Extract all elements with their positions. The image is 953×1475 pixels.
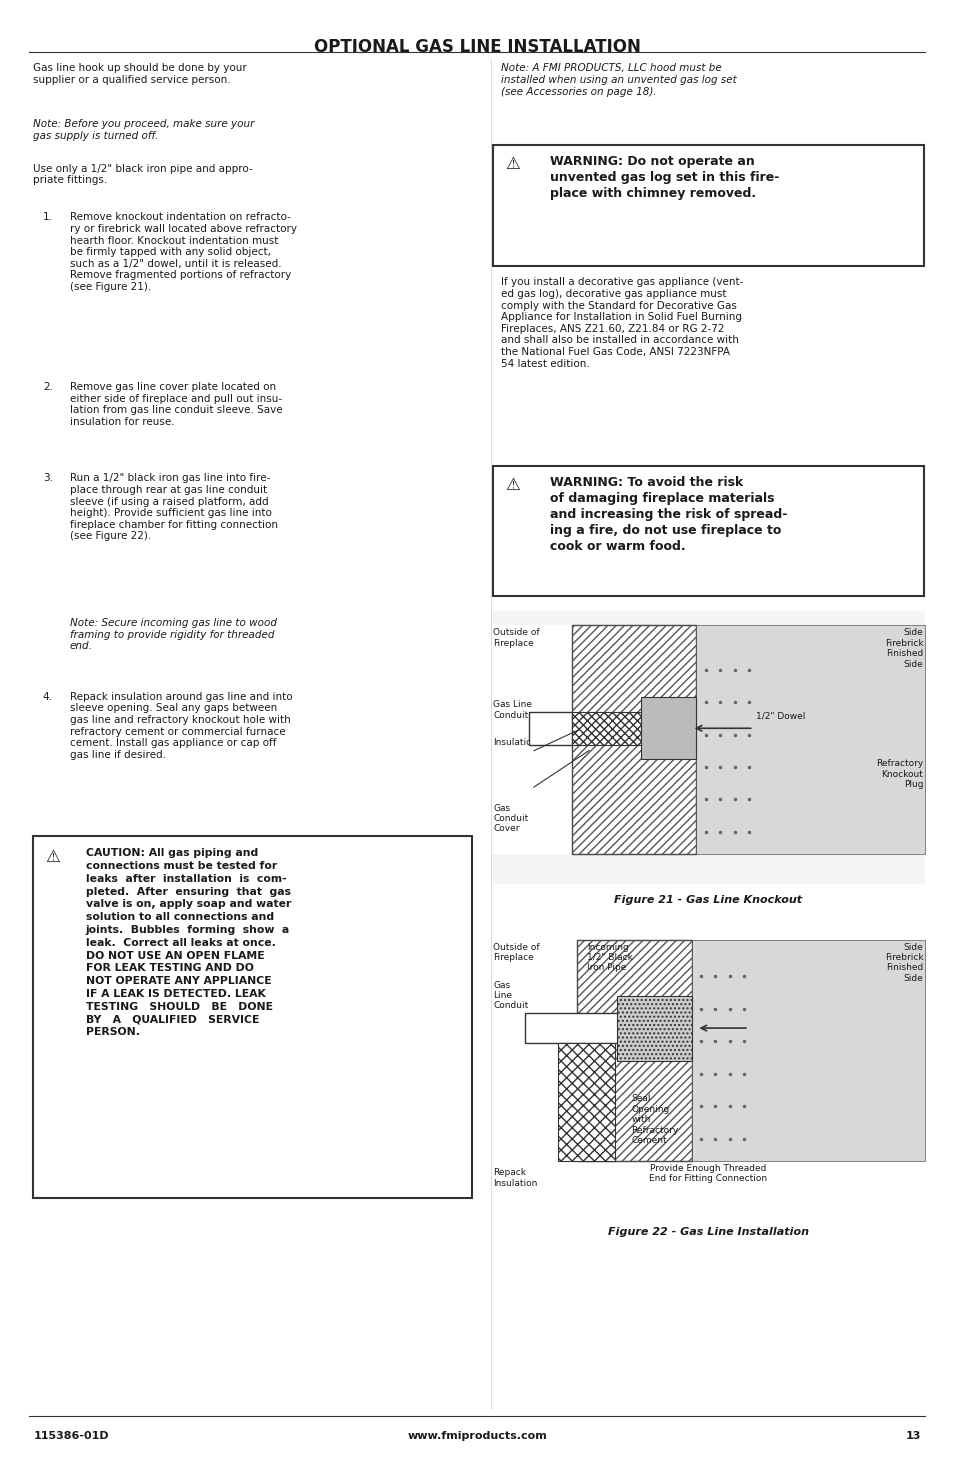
Text: Use only a 1/2" black iron pipe and appro-
priate fittings.: Use only a 1/2" black iron pipe and appr… (33, 164, 253, 186)
Text: 4.: 4. (43, 692, 52, 702)
Bar (572, 712, 639, 745)
Text: Outside of
Fireplace: Outside of Fireplace (493, 628, 539, 648)
Text: Run a 1/2" black iron gas line into fire-
place through rear at gas line conduit: Run a 1/2" black iron gas line into fire… (70, 473, 277, 541)
Text: ⚠: ⚠ (45, 848, 60, 866)
Bar (558, 1043, 615, 1161)
Bar (491, 625, 572, 854)
Text: www.fmiproducts.com: www.fmiproducts.com (407, 1431, 546, 1441)
Text: If you install a decorative gas appliance (vent-
ed gas log), decorative gas app: If you install a decorative gas applianc… (500, 277, 742, 369)
Text: Repack insulation around gas line and into
sleeve opening. Seal any gaps between: Repack insulation around gas line and in… (70, 692, 292, 760)
Bar (617, 996, 691, 1061)
Text: Gas
Line
Conduit: Gas Line Conduit (493, 981, 528, 1010)
Text: WARNING: Do not operate an
unvented gas log set in this fire-
place with chimney: WARNING: Do not operate an unvented gas … (550, 155, 779, 201)
Text: Remove gas line cover plate located on
either side of fireplace and pull out ins: Remove gas line cover plate located on e… (70, 382, 282, 426)
Text: Seal
Opening
with
Refractory
Cement: Seal Opening with Refractory Cement (631, 1094, 679, 1145)
Bar (577, 940, 691, 1161)
Bar (572, 625, 696, 854)
Text: Figure 22 - Gas Line Installation: Figure 22 - Gas Line Installation (607, 1227, 808, 1238)
Text: Incoming
1/2" Black
Iron Pipe: Incoming 1/2" Black Iron Pipe (586, 943, 632, 972)
Bar (577, 940, 691, 1161)
Text: 1/2" Dowel: 1/2" Dowel (755, 712, 804, 721)
Text: Remove knockout indentation on refracto-
ry or firebrick wall located above refr: Remove knockout indentation on refracto-… (70, 212, 296, 292)
Bar (691, 940, 924, 1161)
Text: OPTIONAL GAS LINE INSTALLATION: OPTIONAL GAS LINE INSTALLATION (314, 38, 639, 56)
Text: 1.: 1. (43, 212, 52, 223)
Text: WARNING: To avoid the risk
of damaging fireplace materials
and increasing the ri: WARNING: To avoid the risk of damaging f… (550, 476, 787, 553)
Text: 115386-01D: 115386-01D (33, 1431, 109, 1441)
Text: Provide Enough Threaded
End for Fitting Connection: Provide Enough Threaded End for Fitting … (649, 1164, 766, 1183)
Text: Side
Firebrick
Finished
Side: Side Firebrick Finished Side (884, 943, 923, 982)
Text: 2.: 2. (43, 382, 52, 392)
FancyBboxPatch shape (493, 466, 923, 596)
Bar (696, 625, 924, 854)
Bar (491, 611, 924, 884)
Bar (524, 1013, 634, 1043)
Bar (572, 625, 696, 854)
Text: Figure 21 - Gas Line Knockout: Figure 21 - Gas Line Knockout (614, 895, 801, 906)
Text: Outside of
Fireplace: Outside of Fireplace (493, 943, 539, 962)
Text: Repack
Insulation: Repack Insulation (493, 1168, 537, 1187)
Text: Note: Secure incoming gas line to wood
framing to provide rigidity for threaded
: Note: Secure incoming gas line to wood f… (70, 618, 276, 652)
Text: CAUTION: All gas piping and
connections must be tested for
leaks  after  install: CAUTION: All gas piping and connections … (86, 848, 291, 1037)
Text: Gas
Conduit
Cover: Gas Conduit Cover (493, 804, 528, 833)
FancyBboxPatch shape (493, 145, 923, 266)
Text: ⚠: ⚠ (505, 155, 520, 173)
Bar (639, 698, 696, 760)
Text: 3.: 3. (43, 473, 52, 484)
Text: Side
Firebrick
Finished
Side: Side Firebrick Finished Side (884, 628, 923, 668)
FancyBboxPatch shape (33, 836, 472, 1198)
Text: Insulation: Insulation (493, 739, 537, 748)
Text: Note: Before you proceed, make sure your
gas supply is turned off.: Note: Before you proceed, make sure your… (33, 119, 254, 142)
Text: Note: A FMI PRODUCTS, LLC hood must be
installed when using an unvented gas log : Note: A FMI PRODUCTS, LLC hood must be i… (500, 63, 736, 97)
Text: Gas line hook up should be done by your
supplier or a qualified service person.: Gas line hook up should be done by your … (33, 63, 247, 86)
Text: Refractory
Knockout
Plug: Refractory Knockout Plug (875, 760, 923, 789)
Text: 13: 13 (904, 1431, 920, 1441)
Bar (529, 712, 572, 745)
Bar (491, 940, 577, 1161)
Text: ⚠: ⚠ (505, 476, 520, 494)
Text: Gas Line
Conduit: Gas Line Conduit (493, 701, 532, 720)
